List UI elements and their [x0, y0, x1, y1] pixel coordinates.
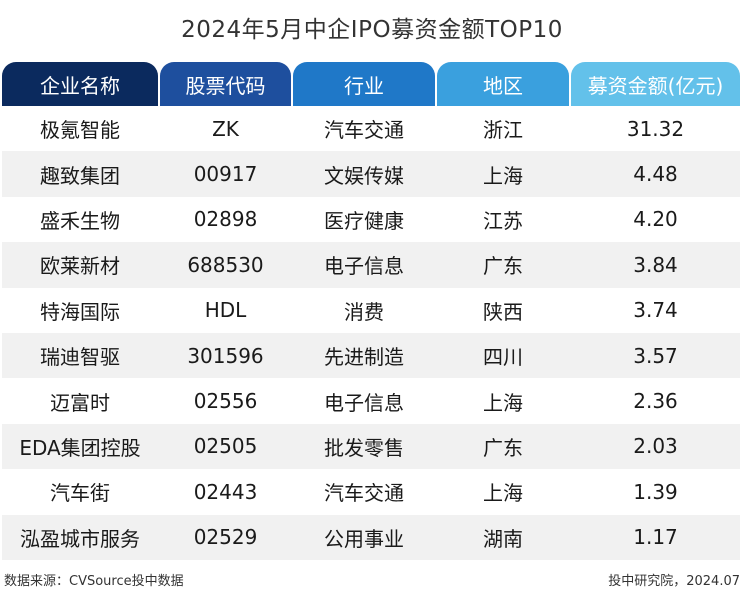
table-cell: 电子信息 [324, 390, 404, 415]
table-cell: 欧莱新材 [40, 254, 120, 279]
table-cell: 02898 [193, 207, 258, 232]
table-row: 瑞迪智驱 301596 先进制造 四川 3.57 [2, 332, 740, 379]
table-cell: 瑞迪智驱 [40, 345, 120, 370]
chart-title: 2024年5月中企IPO募资金额TOP10 [181, 17, 563, 43]
credit-note: 投中研究院，2024.07 [608, 574, 740, 589]
table-cell: 1.17 [633, 525, 678, 550]
footer: 数据来源：CVSource投中数据 投中研究院，2024.07 [4, 570, 740, 589]
table-cell: 广东 [483, 435, 523, 460]
table-row: 极氪智能 ZK 汽车交通 浙江 31.32 [2, 106, 740, 151]
column-header: 募资金额(亿元) [571, 62, 740, 106]
table-cell: 2.36 [633, 389, 678, 414]
table-cell: 31.32 [626, 116, 685, 141]
table-cell: 02556 [193, 389, 258, 414]
table-cell: 先进制造 [324, 345, 404, 370]
table-cell: 00917 [193, 162, 258, 187]
table-row: 汽车街 02443 汽车交通 上海 1.39 [2, 469, 740, 514]
table-cell: 文娱传媒 [324, 163, 404, 188]
table-cell: 浙江 [483, 118, 523, 143]
table-cell: 4.20 [633, 207, 678, 232]
table-row: 欧莱新材 688530 电子信息 广东 3.84 [2, 242, 740, 288]
table-row: EDA集团控股 02505 批发零售 广东 2.03 [2, 423, 740, 470]
table-cell: 湖南 [483, 526, 523, 551]
source-note: 数据来源：CVSource投中数据 [4, 574, 184, 589]
table-cell: ZK [212, 116, 239, 141]
table-cell: 迈富时 [50, 390, 110, 415]
table-cell: 1.39 [633, 479, 678, 504]
table-row: 泓盈城市服务 02529 公用事业 湖南 1.17 [2, 514, 740, 560]
table-row: 盛禾生物 02898 医疗健康 江苏 4.20 [2, 197, 740, 242]
table-cell: EDA集团控股 [19, 435, 141, 460]
table-cell: 2.03 [633, 434, 678, 459]
table-cell: 688530 [187, 252, 264, 277]
table-cell: 上海 [483, 163, 523, 188]
table-cell: 医疗健康 [324, 208, 404, 233]
table-cell: 3.57 [633, 343, 678, 368]
table-cell: 汽车交通 [324, 481, 404, 506]
table-cell: 广东 [483, 254, 523, 279]
table-cell: 上海 [483, 481, 523, 506]
table-cell: 电子信息 [324, 254, 404, 279]
table-cell: 3.74 [633, 298, 678, 323]
table-cell: 泓盈城市服务 [20, 526, 140, 551]
table-cell: 趣致集团 [40, 163, 120, 188]
column-header: 行业 [293, 62, 435, 106]
table-header: 企业名称 股票代码 行业 地区 募资金额(亿元) [2, 62, 740, 106]
table-cell: 公用事业 [324, 526, 404, 551]
table-cell: 极氪智能 [40, 118, 120, 143]
table-cell: 301596 [187, 343, 264, 368]
table-cell: 汽车街 [50, 481, 110, 506]
table-cell: 特海国际 [40, 299, 120, 324]
table-cell: 陕西 [483, 299, 523, 324]
table-cell: 上海 [483, 390, 523, 415]
table-row: 特海国际 HDL 消费 陕西 3.74 [2, 288, 740, 333]
table-row: 迈富时 02556 电子信息 上海 2.36 [2, 378, 740, 423]
table-cell: 02443 [193, 479, 258, 504]
table-cell: 02505 [193, 434, 258, 459]
table-cell: 盛禾生物 [40, 208, 120, 233]
table-cell: 消费 [344, 299, 384, 324]
data-table: 企业名称 股票代码 行业 地区 募资金额(亿元) 极氪智能 ZK 汽车交通 浙江 31.32 趣致… [2, 62, 740, 560]
column-header: 股票代码 [160, 62, 291, 106]
table-cell: 汽车交通 [324, 118, 404, 143]
table-body: 极氪智能 ZK 汽车交通 浙江 31.32 趣致集团 00917 文娱传媒 上海 4.48 盛禾生物… [2, 106, 740, 560]
column-header: 企业名称 [2, 62, 158, 106]
table-cell: 批发零售 [324, 435, 404, 460]
column-header: 地区 [437, 62, 569, 106]
table-cell: 02529 [193, 525, 258, 550]
table-cell: 江苏 [483, 208, 523, 233]
table-cell: 3.84 [633, 252, 678, 277]
table-cell: 四川 [483, 345, 523, 370]
table-cell: HDL [204, 298, 247, 323]
table-row: 趣致集团 00917 文娱传媒 上海 4.48 [2, 151, 740, 197]
table-cell: 4.48 [633, 162, 678, 187]
